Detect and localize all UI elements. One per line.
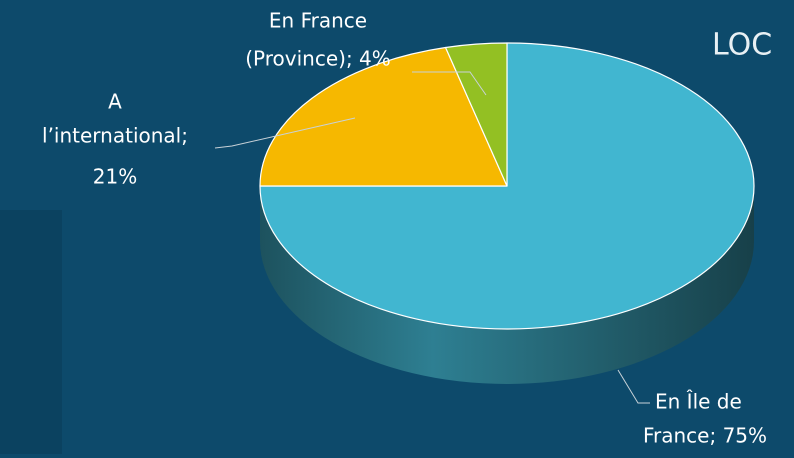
data-label: En France <box>269 9 367 33</box>
leader-line <box>412 71 487 96</box>
leader-line <box>617 369 650 404</box>
data-label: (Province); 4% <box>245 47 391 71</box>
pie-slice <box>259 46 508 187</box>
pie-slice <box>259 42 755 330</box>
data-label: En Île de <box>655 390 742 414</box>
data-label: l’international; <box>42 124 188 148</box>
chart-title: LOC <box>712 28 772 63</box>
data-label: 21% <box>93 165 137 189</box>
data-label: A <box>108 90 122 114</box>
pie-slice <box>444 42 508 187</box>
pie-side <box>260 186 754 384</box>
side-panel <box>0 210 62 454</box>
leader-line <box>214 117 356 149</box>
data-label: France; 75% <box>643 424 767 448</box>
